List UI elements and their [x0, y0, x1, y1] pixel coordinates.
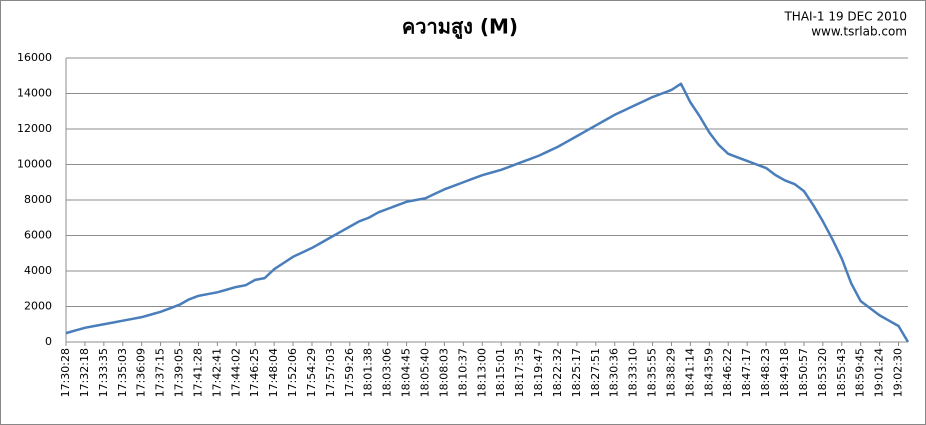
x-tick-label: 17:44:02	[229, 348, 242, 397]
x-tick-label: 17:30:28	[59, 348, 72, 397]
x-tick-label: 18:55:43	[835, 348, 848, 397]
x-tick-label: 18:10:37	[456, 348, 469, 397]
x-tick-label: 18:30:36	[608, 348, 621, 397]
x-tick-label: 18:04:45	[400, 348, 413, 397]
x-tick-label: 18:17:35	[513, 348, 526, 397]
x-tick-label: 18:01:38	[362, 348, 375, 397]
y-tick-label: 2000	[24, 300, 52, 313]
x-tick-label: 18:05:40	[419, 348, 432, 397]
x-tick-label: 17:54:29	[305, 348, 318, 397]
x-tick-label: 18:47:17	[740, 348, 753, 397]
x-tick-label: 17:36:09	[135, 348, 148, 397]
x-tick-label: 18:19:47	[532, 348, 545, 397]
x-tick-label: 17:46:25	[248, 348, 261, 397]
x-tick-label: 18:46:22	[721, 348, 734, 397]
x-tick-label: 18:35:55	[646, 348, 659, 397]
x-tick-label: 18:49:18	[778, 348, 791, 397]
x-tick-label: 17:42:41	[210, 348, 223, 397]
x-tick-label: 17:57:03	[324, 348, 337, 397]
y-tick-label: 14000	[17, 87, 52, 100]
x-tick-label: 18:38:29	[664, 348, 677, 397]
x-tick-label: 19:01:24	[873, 348, 886, 397]
x-tick-label: 18:27:51	[589, 348, 602, 397]
x-tick-label: 18:41:14	[683, 348, 696, 397]
annotation: THAI-1 19 DEC 2010	[783, 10, 907, 24]
x-tick-label: 17:52:06	[286, 348, 299, 397]
x-tick-label: 17:41:28	[191, 348, 204, 397]
x-tick-label: 18:33:10	[627, 348, 640, 397]
x-tick-label: 18:53:20	[816, 348, 829, 397]
data-line	[65, 82, 910, 343]
x-tick-label: 18:15:01	[494, 348, 507, 397]
y-tick-label: 12000	[17, 122, 52, 135]
x-tick-label: 17:59:26	[343, 348, 356, 397]
x-tick-label: 18:43:59	[702, 348, 715, 397]
y-tick-label: 8000	[24, 193, 52, 206]
y-tick-label: 6000	[24, 229, 52, 242]
x-tick-label: 17:37:15	[154, 348, 167, 397]
chart-title: ความสูง (M)	[402, 15, 518, 41]
x-tick-label: 17:48:04	[267, 348, 280, 397]
y-tick-label: 16000	[17, 51, 52, 64]
y-tick-label: 0	[45, 335, 52, 348]
x-tick-label: 17:32:18	[78, 348, 91, 397]
x-tick-label: 17:39:05	[173, 348, 186, 397]
x-tick-label: 18:25:17	[570, 348, 583, 397]
x-tick-label: 18:48:23	[759, 348, 772, 397]
y-tick-label: 10000	[17, 158, 52, 171]
x-tick-label: 18:22:32	[551, 348, 564, 397]
x-tick-label: 18:13:00	[475, 348, 488, 397]
y-tick-label: 4000	[24, 264, 52, 277]
x-tick-label: 18:50:57	[797, 348, 810, 397]
x-tick-label: 18:59:45	[854, 348, 867, 397]
x-tick-label: 18:03:06	[381, 348, 394, 397]
x-tick-label: 18:08:03	[437, 348, 450, 397]
x-tick-label: 17:33:35	[97, 348, 110, 397]
x-tick-label: 17:35:03	[116, 348, 129, 397]
x-tick-label: 19:02:30	[892, 348, 905, 397]
annotation: www.tsrlab.com	[811, 25, 907, 39]
